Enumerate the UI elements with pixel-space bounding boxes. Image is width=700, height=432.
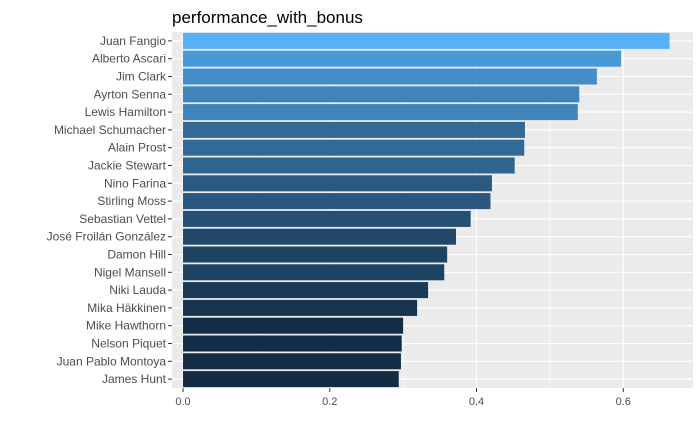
bar bbox=[183, 32, 670, 49]
bar bbox=[183, 68, 597, 85]
bars bbox=[183, 32, 670, 388]
bar bbox=[183, 317, 404, 334]
y-tick-label: Sebastian Vettel bbox=[79, 212, 166, 226]
bar bbox=[183, 299, 418, 316]
x-tick-label: 0.4 bbox=[469, 396, 484, 408]
y-tick-label: Jim Clark bbox=[116, 70, 167, 84]
y-tick-label: Michael Schumacher bbox=[54, 123, 166, 137]
bar bbox=[183, 246, 448, 263]
y-tick-label: Juan Pablo Montoya bbox=[57, 354, 167, 368]
y-tick-label: Damon Hill bbox=[107, 248, 166, 262]
bar bbox=[183, 121, 525, 138]
y-tick-label: Stirling Moss bbox=[97, 194, 166, 208]
x-tick-label: 0.2 bbox=[322, 396, 337, 408]
y-tick-label: Juan Fangio bbox=[100, 34, 166, 48]
bar bbox=[183, 282, 429, 299]
bar bbox=[183, 193, 491, 210]
bar bbox=[183, 50, 622, 67]
bar bbox=[183, 335, 402, 352]
y-tick-label: Nelson Piquet bbox=[91, 337, 166, 351]
bar bbox=[183, 210, 471, 227]
bar bbox=[183, 353, 401, 370]
y-tick-label: José Froilán González bbox=[47, 230, 166, 244]
y-tick-label: Lewis Hamilton bbox=[85, 105, 166, 119]
x-tick-label: 0.0 bbox=[175, 396, 190, 408]
y-tick-label: Nigel Mansell bbox=[94, 265, 166, 279]
x-axis: 0.0 0.2 0.4 0.6 bbox=[175, 388, 631, 408]
bar bbox=[183, 371, 399, 388]
y-axis: Juan Fangio Alberto Ascari Jim Clark Ayrton… bbox=[47, 34, 172, 386]
bar bbox=[183, 139, 525, 156]
bar bbox=[183, 175, 492, 192]
bar bbox=[183, 228, 456, 245]
x-tick-label: 0.6 bbox=[616, 396, 631, 408]
y-tick-label: Nino Farina bbox=[104, 176, 166, 190]
y-tick-label: Alberto Ascari bbox=[92, 52, 166, 66]
y-tick-label: Mika Häkkinen bbox=[87, 301, 166, 315]
y-tick-label: Ayrton Senna bbox=[94, 87, 167, 101]
y-tick-label: Mike Hawthorn bbox=[86, 319, 166, 333]
bar bbox=[183, 86, 580, 103]
bar bbox=[183, 264, 445, 281]
plot-panel bbox=[172, 32, 693, 388]
y-tick-label: James Hunt bbox=[102, 372, 167, 386]
y-tick-label: Alain Prost bbox=[108, 141, 167, 155]
bar bbox=[183, 104, 578, 121]
y-tick-label: Niki Lauda bbox=[109, 283, 166, 297]
bar bbox=[183, 157, 515, 174]
y-tick-label: Jackie Stewart bbox=[88, 159, 167, 173]
chart-title: performance_with_bonus bbox=[172, 8, 363, 27]
